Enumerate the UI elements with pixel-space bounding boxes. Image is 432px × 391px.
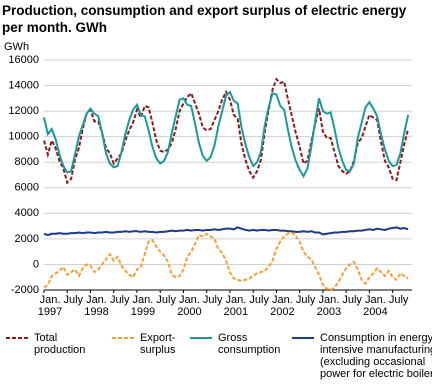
x-tick-label: July [109,294,130,306]
series-line [43,90,410,179]
x-tick-label: Jan. 2004 [363,294,388,318]
x-tick-label: Jan. 2002 [270,294,295,318]
x-tick-label: July [63,294,84,306]
x-tick-label: Jan. 2001 [223,294,249,318]
x-tick-label: Jan. 1997 [37,294,63,318]
series-line [43,77,410,185]
x-tick-label: July [156,294,176,306]
x-tick-label: July [388,294,409,306]
y-tick-label: -2000 [11,284,39,296]
x-tick-label: July [202,294,223,306]
x-tick-label: Jan. 2000 [177,294,202,318]
y-tick-label: 14000 [8,79,39,91]
y-tick-label: 2000 [15,233,39,245]
legend-label: Consumption in energy-intensive manufact… [320,332,432,380]
y-tick-label: 8000 [15,156,39,168]
x-tick-label: Jan. 2003 [316,294,342,318]
x-tick-label: Jan. 1999 [130,294,156,318]
y-tick-label: 4000 [15,207,39,219]
legend-label: Gross consumption [218,332,281,356]
x-tick-label: July [342,294,362,306]
series-line [43,226,409,237]
series-line [43,231,409,292]
chart-title: Production, consumption and export surpl… [2,3,407,35]
x-tick-label: Jan. 1998 [84,294,109,318]
y-tick-label: 16000 [8,54,39,66]
legend-label: Export-surplus [140,332,176,356]
y-tick-label: 12000 [8,105,39,117]
y-tick-label: 6000 [15,182,39,194]
y-tick-label: 10000 [8,131,39,143]
x-tick-label: July [249,294,269,306]
y-axis-label: GWh [4,41,29,53]
x-tick-label: July [295,294,316,306]
y-tick-label: 0 [33,258,39,270]
legend-label: Total production [34,332,86,356]
